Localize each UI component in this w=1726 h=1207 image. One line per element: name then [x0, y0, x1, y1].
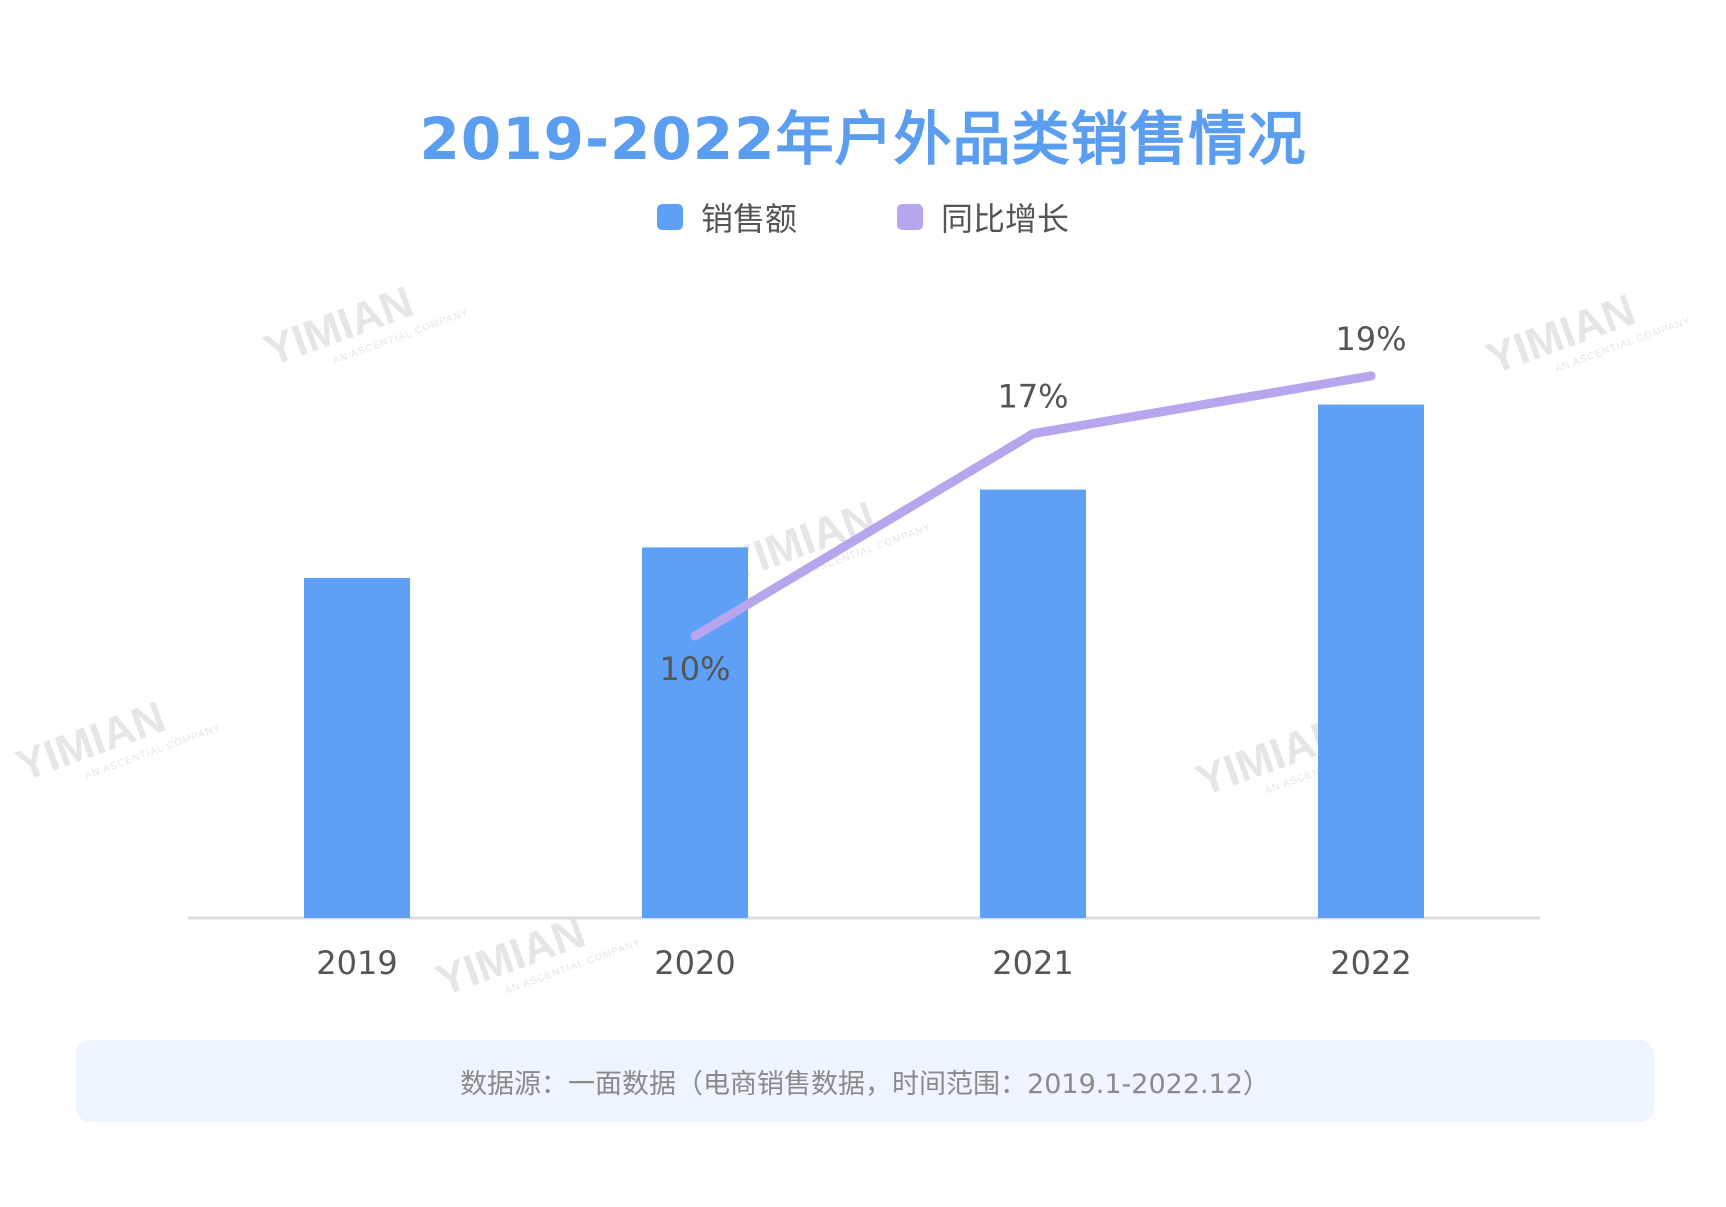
growth-data-label: 19%	[1335, 320, 1406, 358]
data-source-note: 数据源：一面数据（电商销售数据，时间范围：2019.1-2022.12）	[76, 1040, 1654, 1122]
bar-2021	[980, 489, 1086, 918]
growth-data-label: 17%	[997, 378, 1068, 416]
growth-data-label: 10%	[659, 650, 730, 688]
growth-point-2020	[690, 631, 700, 641]
legend: 销售额 同比增长	[0, 194, 1726, 240]
bar-2022	[1318, 404, 1424, 919]
legend-label-sales: 销售额	[700, 200, 797, 238]
x-tick-label: 2019	[316, 944, 397, 982]
x-tick-label: 2021	[992, 944, 1073, 982]
legend-swatch-growth	[897, 204, 923, 230]
legend-item-sales[interactable]: 销售额	[656, 194, 797, 240]
legend-label-growth: 同比增长	[941, 200, 1070, 238]
x-tick-label: 2020	[654, 944, 735, 982]
growth-point-2022	[1366, 371, 1376, 381]
legend-item-growth[interactable]: 同比增长	[897, 194, 1069, 240]
chart-title: 2019-2022年户外品类销售情况	[419, 105, 1307, 173]
growth-point-2021	[1028, 429, 1038, 439]
bar-2019	[304, 578, 410, 918]
bar-2020	[642, 547, 748, 918]
legend-swatch-sales	[656, 204, 683, 230]
x-tick-label: 2022	[1330, 944, 1411, 982]
